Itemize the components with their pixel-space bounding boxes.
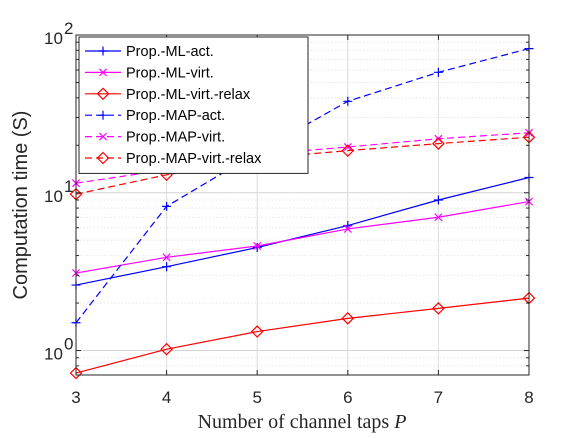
legend-box — [78, 36, 309, 174]
y-tick-label-exponent: 0 — [64, 335, 73, 354]
series-2 — [71, 197, 534, 278]
series-line — [75, 48, 530, 324]
x-tick-label: 8 — [524, 388, 533, 407]
series-line — [75, 176, 530, 286]
data-point — [433, 195, 443, 205]
legend-marker — [96, 151, 110, 165]
y-tick-label-exponent: 1 — [64, 177, 73, 196]
x-tick-label: 7 — [434, 388, 443, 407]
data-point — [343, 142, 352, 152]
data-point — [432, 302, 445, 315]
data-point — [434, 213, 443, 222]
data-point — [253, 241, 262, 251]
data-point — [341, 144, 355, 157]
data-point — [250, 325, 264, 338]
series-line — [75, 136, 530, 195]
data-point — [343, 224, 352, 233]
y-tick-label: 10 — [44, 187, 63, 206]
x-tick-label: 4 — [162, 388, 171, 407]
y-tick-label-exponent: 2 — [64, 19, 73, 38]
data-point — [162, 201, 172, 211]
data-point — [162, 262, 172, 272]
legend-label: Prop.-ML-virt. — [126, 65, 214, 81]
legend-marker — [98, 46, 108, 56]
data-point — [432, 137, 445, 150]
y-tick-label: 10 — [44, 345, 63, 364]
legend-item: Prop.-ML-virt.-relax — [85, 87, 251, 103]
legend-item: Prop.-ML-virt. — [85, 65, 214, 81]
data-point — [343, 96, 353, 106]
legend-marker — [98, 110, 108, 120]
data-point — [252, 242, 262, 252]
legend-item: Prop.-MAP-virt.-relax — [85, 151, 262, 167]
legend-label: Prop.-MAP-virt.-relax — [126, 151, 262, 167]
x-axis-symbol: P — [393, 411, 406, 433]
data-point — [69, 366, 83, 380]
legend: Prop.-ML-act. Prop.-ML-virt. Prop.-ML-virt… — [78, 36, 309, 174]
x-axis-title: Number of channel taps P — [198, 411, 407, 433]
series-line — [75, 132, 530, 184]
legend-label: Prop.-ML-virt.-relax — [126, 87, 251, 103]
data-point — [341, 312, 355, 325]
legend-label: Prop.-ML-act. — [126, 44, 214, 60]
plot-frame — [75, 34, 530, 376]
series-line — [75, 200, 530, 274]
y-axis-title: Computation time (S) — [10, 111, 32, 300]
legend-item: Prop.-MAP-act. — [85, 108, 225, 124]
data-point — [433, 67, 443, 77]
legend-item: Prop.-ML-act. — [85, 44, 214, 60]
series-layer — [69, 44, 536, 380]
x-tick-label: 5 — [252, 388, 261, 407]
legend-item: Prop.-MAP-virt. — [85, 130, 225, 146]
x-axis-title-text: Number of channel taps — [198, 411, 390, 433]
legend-marker — [96, 87, 110, 101]
legend-marker — [98, 68, 108, 77]
data-point — [162, 253, 171, 262]
x-tick-label: 3 — [71, 388, 80, 407]
data-point — [160, 342, 173, 356]
x-tick-label: 6 — [343, 388, 352, 407]
y-tick-label: 10 — [44, 29, 63, 48]
legend-marker — [98, 132, 108, 141]
legend-label: Prop.-MAP-act. — [126, 108, 225, 124]
legend-label: Prop.-MAP-virt. — [126, 130, 225, 146]
series-line — [75, 297, 530, 374]
